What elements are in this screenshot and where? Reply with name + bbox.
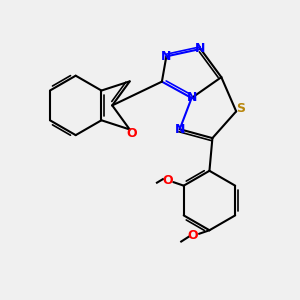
Text: N: N [186, 92, 197, 104]
Text: S: S [236, 103, 245, 116]
Text: N: N [195, 42, 206, 56]
Text: O: O [126, 127, 136, 140]
Text: O: O [162, 174, 173, 187]
Text: N: N [161, 50, 172, 63]
Text: N: N [175, 123, 185, 136]
Text: O: O [188, 229, 198, 242]
